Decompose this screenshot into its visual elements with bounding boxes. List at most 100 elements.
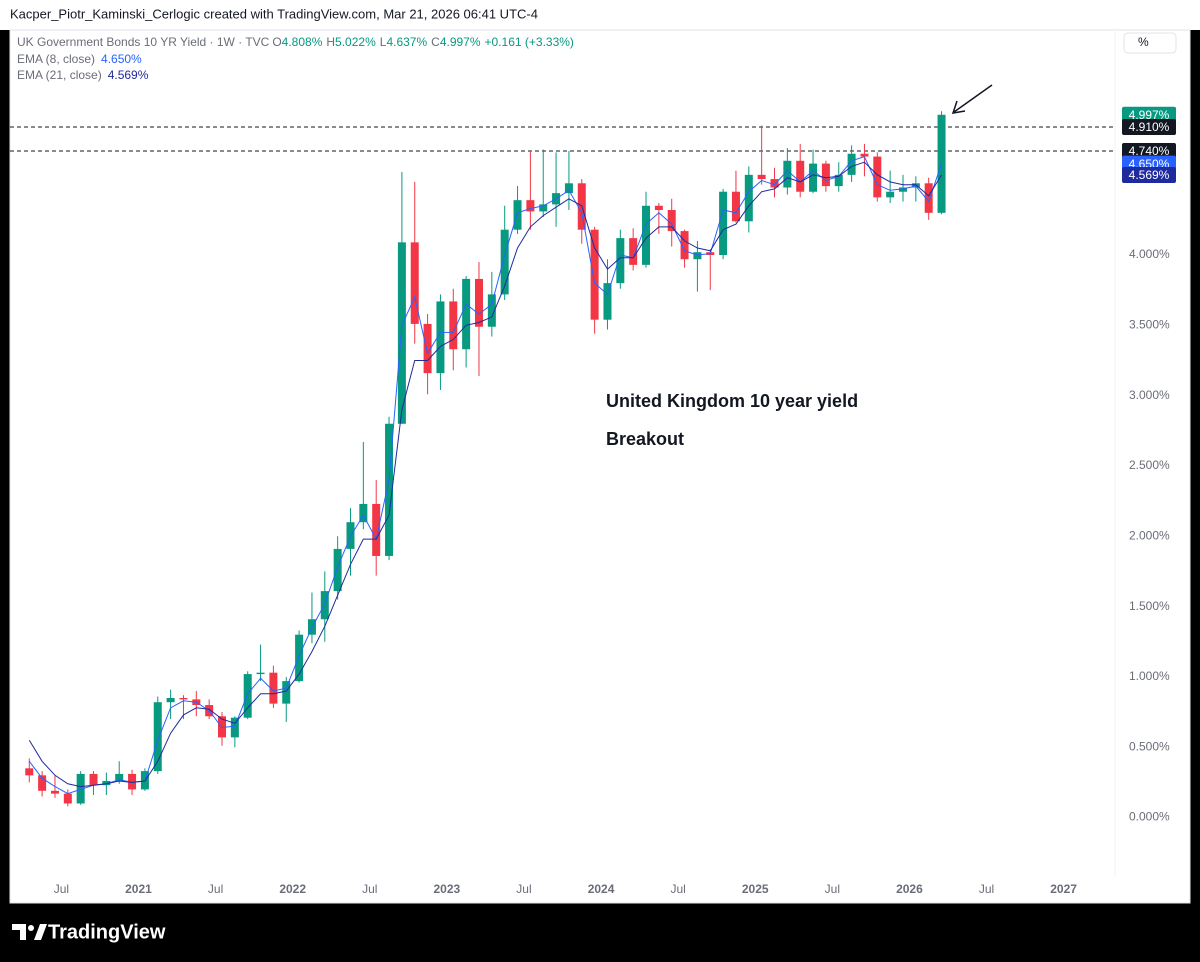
legend-ema-value: 4.650%: [101, 52, 142, 66]
percent-button[interactable]: [1123, 32, 1177, 54]
candle-body: [731, 191, 740, 222]
candle-body: [76, 773, 85, 804]
x-tick-label: Jul: [362, 882, 377, 896]
candle-body: [320, 591, 329, 620]
candle-body: [796, 160, 805, 192]
legend-ohlc-value: 4.637%: [386, 35, 427, 49]
candle-body: [590, 229, 599, 320]
legend-ema: EMA (21, close) 4.569%: [17, 68, 149, 82]
x-tick-label: 2024: [588, 882, 615, 896]
footer-brand: TradingView: [48, 921, 166, 943]
candle-body: [757, 174, 766, 180]
percent-button-label[interactable]: %: [1138, 35, 1149, 49]
legend-ohlc-value: 5.022%: [335, 35, 376, 49]
header-text: Kacper_Piotr_Kaminski_Cerlogic created w…: [10, 6, 538, 21]
candle-body: [102, 780, 111, 786]
y-tick-label: 2.500%: [1129, 458, 1170, 472]
candle-body: [256, 672, 265, 675]
y-tick-label: 2.000%: [1129, 528, 1170, 542]
legend-ohlc-key: C: [431, 35, 440, 49]
arrow-drawing: [951, 84, 993, 114]
line-price-box: [1122, 142, 1176, 159]
legend-ema-name: EMA (8, close): [17, 52, 95, 66]
candle-body: [179, 697, 188, 700]
candle-body: [269, 672, 278, 704]
header-bar: [0, 0, 1200, 30]
x-tick-label: Jul: [54, 882, 69, 896]
candle-body: [243, 674, 252, 718]
ema-price-text: 4.569%: [1129, 168, 1170, 182]
x-tick-label: Jul: [516, 882, 531, 896]
candle-body: [539, 204, 548, 212]
candle-body: [38, 775, 47, 791]
candle-body: [295, 634, 304, 682]
candle-body: [629, 238, 638, 265]
line-price-text: 4.740%: [1129, 144, 1170, 158]
y-tick-label: 0.000%: [1129, 810, 1170, 824]
logo-dot: [28, 925, 34, 931]
candle-body: [783, 160, 792, 188]
candle-body: [924, 183, 933, 213]
line-price-text: 4.910%: [1129, 120, 1170, 134]
candle-body: [744, 174, 753, 222]
candle-body: [860, 153, 869, 157]
candle-body: [153, 702, 162, 772]
annotation: United Kingdom 10 year yield: [606, 391, 858, 411]
candle-body: [680, 231, 689, 260]
candle-body: [230, 717, 239, 738]
legend-symbol-line: UK Government Bonds 10 YR Yield · 1W · T…: [17, 35, 574, 49]
ema-price-box: [1122, 166, 1176, 183]
last-price-text: 4.997%: [1129, 108, 1170, 122]
x-tick-label: 2022: [279, 882, 306, 896]
chart-pane: [9, 29, 1191, 904]
candle-body: [603, 283, 612, 320]
legend-change: +0.161 (+3.33%): [485, 35, 574, 49]
candle-body: [513, 200, 522, 230]
legend-ema: EMA (8, close) 4.650%: [17, 52, 142, 66]
y-tick-label: 3.500%: [1129, 317, 1170, 331]
candle-body: [449, 301, 458, 350]
candle-body: [654, 205, 663, 211]
candle-body: [372, 503, 381, 556]
x-tick-label: 2025: [742, 882, 769, 896]
candle-body: [50, 790, 59, 794]
candle-body: [282, 681, 291, 704]
y-tick-label: 0.500%: [1129, 739, 1170, 753]
y-tick-label: 4.000%: [1129, 247, 1170, 261]
legend-ema-name: EMA (21, close): [17, 68, 102, 82]
candle-body: [397, 242, 406, 424]
ema-line: [28, 161, 942, 788]
legend-ohlc-key: L: [380, 35, 387, 49]
x-tick-label: Jul: [979, 882, 994, 896]
candle-body: [809, 163, 818, 192]
footer-logo: [12, 924, 47, 940]
x-tick-label: Jul: [208, 882, 223, 896]
x-tick-label: 2027: [1050, 882, 1077, 896]
ema-line: [28, 155, 942, 795]
candle-body: [526, 200, 535, 212]
candle-body: [423, 323, 432, 374]
x-tick-label: Jul: [825, 882, 840, 896]
candle-body: [462, 278, 471, 350]
legend-symbol: UK Government Bonds 10 YR Yield · 1W · T…: [17, 35, 270, 49]
y-tick-label: 1.000%: [1129, 669, 1170, 683]
legend-ohlc-key: H: [326, 35, 335, 49]
candle-body: [886, 191, 895, 198]
candle-body: [166, 697, 175, 703]
candle-body: [564, 183, 573, 194]
x-tick-label: 2021: [125, 882, 152, 896]
candle-body: [333, 548, 342, 592]
legend-ohlc-value: 4.997%: [440, 35, 481, 49]
candle-body: [115, 773, 124, 781]
candle-body: [898, 187, 907, 192]
candle-body: [89, 773, 98, 786]
candle-body: [128, 773, 137, 790]
candle-body: [410, 242, 419, 324]
candle-body: [834, 174, 843, 187]
candle-body: [847, 153, 856, 175]
line-price-box: [1122, 119, 1176, 136]
candle-body: [359, 503, 368, 523]
y-tick-label: 1.500%: [1129, 599, 1170, 613]
legend-ohlc-value: 4.808%: [282, 35, 323, 49]
